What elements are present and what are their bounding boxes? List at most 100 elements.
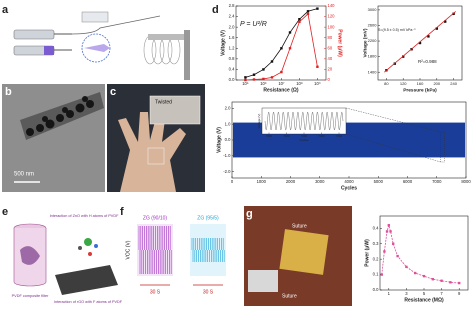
- data-point: [396, 254, 399, 258]
- data-point: [387, 224, 390, 227]
- panel-e: e Interaction of ZnO with H atoms of PVD…: [2, 206, 123, 304]
- y-axis-label: Voltage (V): [220, 30, 226, 56]
- fit-label: S=(9.5 ± 0.5) mV kPa⁻¹: [378, 28, 416, 32]
- x-tick-label: 2000: [286, 179, 296, 184]
- y-tick-label: 0.4: [229, 67, 235, 72]
- panel-label: b: [5, 86, 12, 98]
- data-point: [435, 27, 438, 30]
- x-tick-label: 1000: [257, 179, 267, 184]
- panel-label: f: [120, 206, 124, 218]
- y-tick-label: 1800: [368, 54, 378, 59]
- y-tick-label: 0.8: [229, 56, 235, 61]
- x-tick-label: 10⁵: [242, 81, 249, 86]
- y2-tick-label: 40: [328, 56, 333, 61]
- panel-c: Twisted c: [107, 84, 205, 192]
- x-tick-label: 240: [450, 81, 457, 86]
- data-point: [405, 265, 408, 269]
- data-point: [458, 281, 461, 285]
- panel-label: c: [110, 86, 116, 98]
- x-tick-label: 120: [400, 81, 407, 86]
- y-axis-label: Power (μW): [364, 239, 370, 267]
- zoom-guide: [345, 107, 441, 133]
- r-squared: R²=0.988: [418, 59, 437, 64]
- panel-g: Suture Suture g: [244, 206, 352, 306]
- annotation: Interaction of ZnO with H atoms of PVDF: [50, 214, 119, 218]
- y-tick-label: 2600: [368, 23, 378, 28]
- plot-frame: [379, 215, 469, 291]
- y2-axis-label: Power (μW): [337, 29, 343, 57]
- data-point: [270, 76, 274, 79]
- data-point: [431, 278, 434, 281]
- data-point: [392, 242, 395, 245]
- spike-train: [191, 238, 225, 262]
- data-point: [380, 273, 383, 276]
- x-axis-label: Cycles: [341, 185, 357, 191]
- data-point: [244, 76, 247, 79]
- data-point: [449, 281, 452, 284]
- y-tick-label: -2.0: [223, 169, 231, 174]
- data-point: [422, 274, 426, 278]
- x-tick-label: 10⁹: [314, 81, 321, 86]
- data-point: [440, 279, 443, 282]
- y2-tick-label: 120: [328, 14, 336, 19]
- annotation: Interaction of rGO with F atoms of PVDF: [54, 300, 123, 304]
- panel-label: e: [2, 206, 8, 218]
- data-point: [385, 230, 389, 233]
- formula: P = U²/R: [240, 21, 267, 28]
- x-tick-label: 3: [405, 291, 408, 296]
- y-axis-label: Voltage (mV): [362, 28, 368, 57]
- data-point: [280, 70, 283, 74]
- data-point: [262, 68, 265, 71]
- plot-frame: [235, 5, 327, 81]
- panel-f: f VOC (V) ZG (90/10) ZG (95/5) 30 S 30 S: [120, 206, 226, 295]
- y-tick-label: 0.1: [373, 272, 379, 277]
- y-tick-label: 0.0: [225, 137, 231, 142]
- x-tick-label: 0: [231, 179, 234, 184]
- x-tick-label: 80: [384, 81, 389, 86]
- inset-x-label: Cycles: [299, 138, 309, 142]
- y2-tick-label: 60: [328, 45, 333, 50]
- time-label: 30 S: [150, 289, 161, 295]
- x-tick-label: 8000: [461, 179, 471, 184]
- data-point: [444, 20, 447, 23]
- annotation: PVDF composite filter: [12, 294, 49, 298]
- x-tick-label: 10⁶: [260, 81, 267, 86]
- data-point: [316, 65, 319, 68]
- inset-signal: [264, 111, 344, 131]
- data-point: [298, 20, 301, 24]
- x-tick-label: 200: [433, 81, 440, 86]
- panel-label: a: [2, 4, 9, 16]
- y-tick-label: 3000: [368, 7, 378, 12]
- y-tick-label: 2.4: [229, 14, 235, 19]
- data-point: [262, 77, 265, 81]
- data-point: [306, 12, 310, 16]
- annotation: Suture: [292, 223, 307, 229]
- data-point: [280, 47, 283, 50]
- y-tick-label: 0.3: [373, 241, 379, 246]
- y-axis-label: VOC (V): [125, 240, 131, 259]
- data-point: [389, 230, 392, 233]
- panel-label: g: [246, 208, 253, 220]
- x-tick-label: 6000: [403, 179, 413, 184]
- data-point: [427, 35, 430, 38]
- zoom-box: [440, 131, 445, 163]
- y-tick-label: 2200: [368, 38, 378, 43]
- inset-x-tick-label: 7200: [301, 134, 308, 138]
- zoom-guide: [345, 133, 441, 163]
- data-point: [306, 10, 310, 13]
- y-tick-label: -1.0: [223, 153, 231, 158]
- scale-bar: 500 nm: [14, 172, 34, 178]
- x-tick-label: 10⁷: [278, 81, 285, 86]
- y-tick-label: 1400: [368, 69, 378, 74]
- data-point: [270, 60, 274, 63]
- x-tick-label: 4000: [344, 179, 354, 184]
- spike-bg: [137, 224, 173, 276]
- panel-label: d: [212, 4, 219, 16]
- x-tick-label: 1: [388, 291, 391, 296]
- annotation: Suture: [282, 293, 297, 299]
- data-point: [252, 78, 256, 81]
- data-point: [288, 47, 292, 50]
- data-point: [414, 271, 417, 275]
- y2-tick-label: 140: [328, 3, 336, 8]
- data-point: [298, 18, 301, 21]
